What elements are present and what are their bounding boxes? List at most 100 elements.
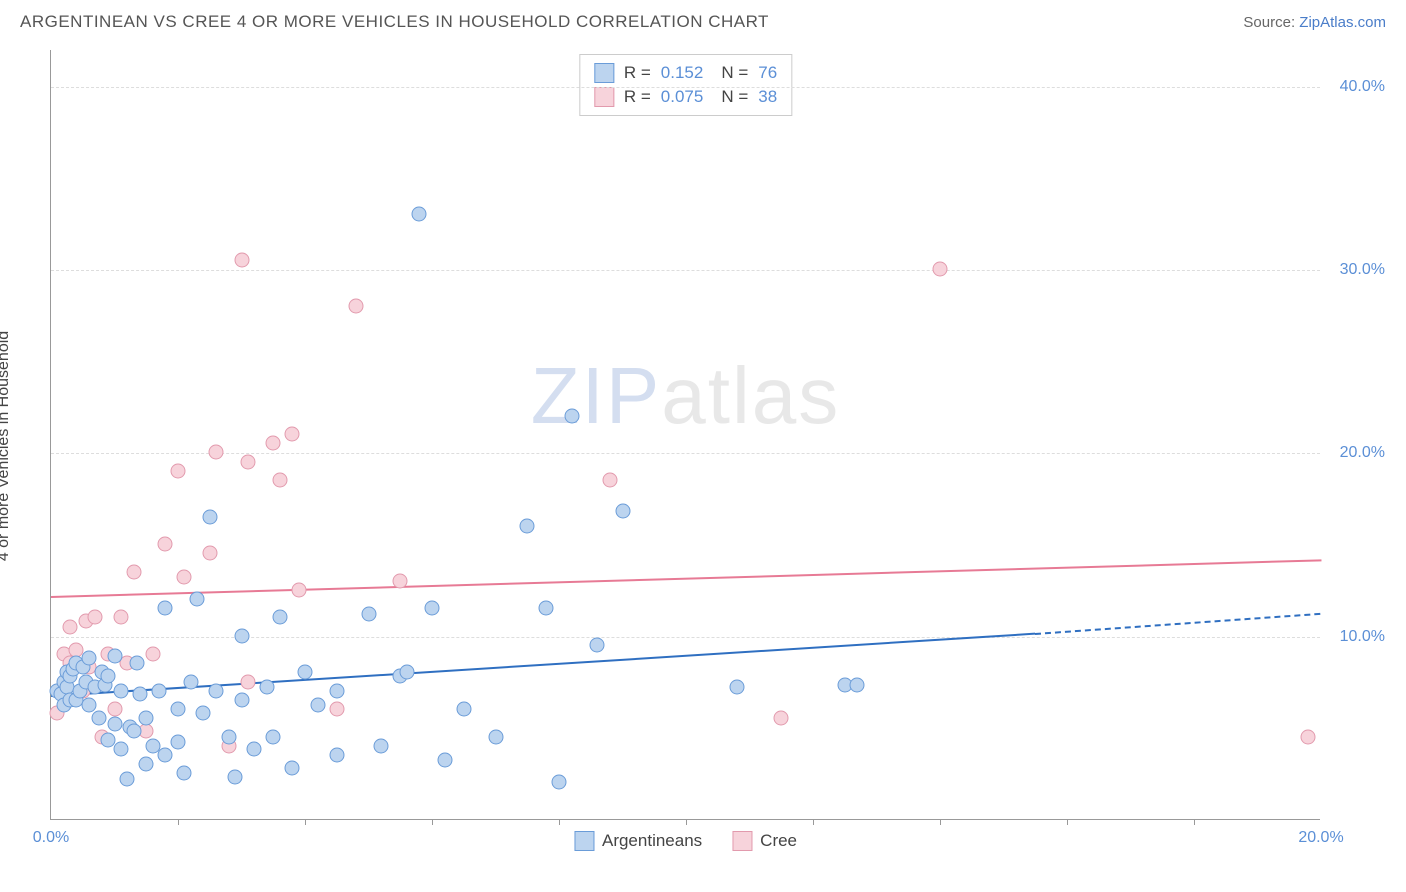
legend-series-item: Argentineans bbox=[574, 831, 702, 851]
data-point bbox=[113, 610, 128, 625]
data-point bbox=[234, 252, 249, 267]
data-point bbox=[412, 207, 427, 222]
y-tick-label: 40.0% bbox=[1340, 78, 1385, 96]
legend-series-item: Cree bbox=[732, 831, 797, 851]
data-point bbox=[361, 606, 376, 621]
trend-line bbox=[1035, 613, 1321, 635]
data-point bbox=[88, 610, 103, 625]
watermark: ZIPatlas bbox=[531, 350, 840, 442]
data-point bbox=[209, 683, 224, 698]
data-point bbox=[774, 711, 789, 726]
data-point bbox=[221, 729, 236, 744]
data-point bbox=[171, 735, 186, 750]
x-tick bbox=[940, 819, 941, 825]
gridline-h bbox=[51, 270, 1320, 271]
data-point bbox=[488, 729, 503, 744]
data-point bbox=[298, 665, 313, 680]
x-tick bbox=[432, 819, 433, 825]
x-tick bbox=[178, 819, 179, 825]
data-point bbox=[285, 760, 300, 775]
data-point bbox=[329, 747, 344, 762]
legend-stat-row: R =0.152N =76 bbox=[594, 61, 777, 85]
y-tick-label: 30.0% bbox=[1340, 261, 1385, 279]
data-point bbox=[539, 601, 554, 616]
data-point bbox=[120, 771, 135, 786]
data-point bbox=[126, 564, 141, 579]
data-point bbox=[590, 637, 605, 652]
gridline-h bbox=[51, 453, 1320, 454]
source-attribution: Source: ZipAtlas.com bbox=[1243, 14, 1386, 31]
data-point bbox=[291, 582, 306, 597]
data-point bbox=[729, 680, 744, 695]
data-point bbox=[437, 753, 452, 768]
data-point bbox=[266, 729, 281, 744]
data-point bbox=[107, 648, 122, 663]
correlation-legend: R =0.152N =76R =0.075N =38 bbox=[579, 54, 792, 116]
data-point bbox=[399, 665, 414, 680]
data-point bbox=[177, 766, 192, 781]
legend-swatch bbox=[594, 63, 614, 83]
data-point bbox=[171, 463, 186, 478]
x-tick bbox=[1067, 819, 1068, 825]
data-point bbox=[177, 570, 192, 585]
data-point bbox=[139, 757, 154, 772]
data-point bbox=[247, 742, 262, 757]
data-point bbox=[82, 650, 97, 665]
data-point bbox=[202, 546, 217, 561]
data-point bbox=[158, 601, 173, 616]
y-tick-label: 20.0% bbox=[1340, 444, 1385, 462]
data-point bbox=[602, 472, 617, 487]
data-point bbox=[113, 683, 128, 698]
chart-title: ARGENTINEAN VS CREE 4 OR MORE VEHICLES I… bbox=[20, 12, 769, 32]
data-point bbox=[348, 298, 363, 313]
data-point bbox=[171, 702, 186, 717]
x-tick-label: 20.0% bbox=[1298, 829, 1343, 847]
data-point bbox=[259, 680, 274, 695]
legend-swatch bbox=[732, 831, 752, 851]
data-point bbox=[310, 698, 325, 713]
x-tick bbox=[1194, 819, 1195, 825]
data-point bbox=[107, 702, 122, 717]
data-point bbox=[158, 537, 173, 552]
series-legend: Argentineans Cree bbox=[574, 831, 797, 851]
data-point bbox=[234, 692, 249, 707]
source-link[interactable]: ZipAtlas.com bbox=[1299, 14, 1386, 31]
data-point bbox=[190, 592, 205, 607]
x-tick bbox=[559, 819, 560, 825]
data-point bbox=[552, 775, 567, 790]
plot-area: ZIPatlas R =0.152N =76R =0.075N =38 Arge… bbox=[50, 50, 1320, 820]
data-point bbox=[129, 656, 144, 671]
chart-header: ARGENTINEAN VS CREE 4 OR MORE VEHICLES I… bbox=[0, 0, 1406, 40]
data-point bbox=[285, 427, 300, 442]
data-point bbox=[240, 454, 255, 469]
data-point bbox=[209, 445, 224, 460]
legend-stat-row: R =0.075N =38 bbox=[594, 85, 777, 109]
x-tick-label: 0.0% bbox=[33, 829, 69, 847]
data-point bbox=[158, 747, 173, 762]
x-tick bbox=[813, 819, 814, 825]
chart-container: ZIPatlas R =0.152N =76R =0.075N =38 Arge… bbox=[50, 50, 1390, 850]
data-point bbox=[615, 504, 630, 519]
trend-line bbox=[51, 560, 1321, 599]
data-point bbox=[63, 619, 78, 634]
data-point bbox=[272, 472, 287, 487]
data-point bbox=[139, 711, 154, 726]
data-point bbox=[425, 601, 440, 616]
data-point bbox=[393, 573, 408, 588]
data-point bbox=[101, 669, 116, 684]
data-point bbox=[520, 518, 535, 533]
data-point bbox=[240, 674, 255, 689]
data-point bbox=[1301, 729, 1316, 744]
data-point bbox=[196, 705, 211, 720]
y-tick-label: 10.0% bbox=[1340, 628, 1385, 646]
data-point bbox=[850, 678, 865, 693]
data-point bbox=[145, 647, 160, 662]
gridline-h bbox=[51, 87, 1320, 88]
data-point bbox=[183, 674, 198, 689]
data-point bbox=[228, 769, 243, 784]
data-point bbox=[266, 436, 281, 451]
data-point bbox=[91, 711, 106, 726]
data-point bbox=[329, 702, 344, 717]
data-point bbox=[329, 683, 344, 698]
legend-swatch bbox=[594, 87, 614, 107]
